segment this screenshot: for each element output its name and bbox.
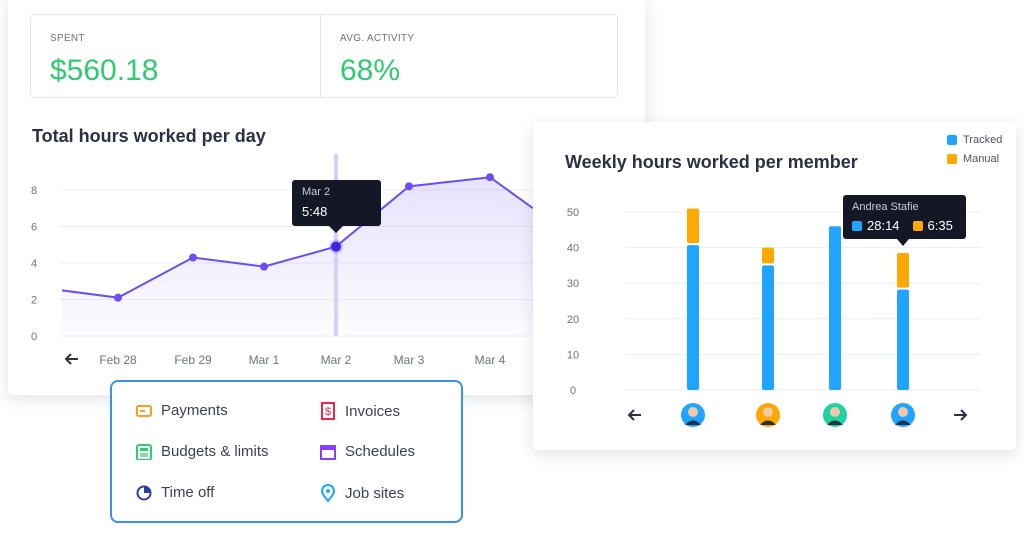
y-tick-label: 50 xyxy=(567,207,579,219)
line-chart: 0 2 4 6 8 Feb 28 Feb 29 Mar 1 Mar 2 Mar 3 Mar 4 xyxy=(31,154,534,367)
x-tick-label: Feb 29 xyxy=(174,353,212,367)
bar-tooltip: Andrea Stafie 28:14 6:35 xyxy=(843,195,966,239)
avatar-body xyxy=(827,420,843,425)
tooltip-name: Andrea Stafie xyxy=(852,201,919,213)
data-point xyxy=(405,182,413,191)
location-pin-icon xyxy=(320,484,336,502)
credit-card-icon xyxy=(136,404,152,417)
y-tick-label: 4 xyxy=(31,258,37,270)
tooltip-tracked: 28:14 xyxy=(867,218,900,233)
y-tick-label: 10 xyxy=(567,349,579,361)
arrow-right-icon[interactable] xyxy=(954,409,968,421)
arrow-left-icon[interactable] xyxy=(64,353,78,365)
calculator-icon xyxy=(136,443,152,460)
tooltip-pointer xyxy=(329,226,343,233)
data-point xyxy=(189,253,197,262)
data-point xyxy=(260,262,268,271)
y-tick-label: 8 xyxy=(31,185,37,197)
menu-label: Schedules xyxy=(345,443,416,460)
tooltip-value: 5:48 xyxy=(302,204,328,219)
legend-manual: Manual xyxy=(947,153,999,165)
x-tick-label: Feb 28 xyxy=(99,353,137,367)
legend-label: Tracked xyxy=(963,134,1003,146)
line-tooltip: Mar 2 5:48 xyxy=(292,180,381,226)
activity-label: AVG. ACTIVITY xyxy=(340,33,415,44)
avatar-body xyxy=(760,420,776,425)
menu-item-job-sites[interactable]: Job sites xyxy=(320,484,404,502)
chart-title: Weekly hours worked per member xyxy=(565,152,858,172)
tracked-swatch xyxy=(852,220,862,231)
avatar xyxy=(681,403,705,427)
menu-label: Invoices xyxy=(345,402,401,420)
bar-manual xyxy=(897,252,909,288)
bar-tracked xyxy=(762,265,774,390)
y-tick-label: 2 xyxy=(31,295,37,307)
y-tick-label: 0 xyxy=(31,331,37,343)
features-menu: Payments $ Invoices Budgets & limits Sche… xyxy=(110,380,463,523)
y-tick-label: 6 xyxy=(31,222,37,234)
avatar xyxy=(756,403,780,427)
tooltip-date: Mar 2 xyxy=(302,186,331,198)
bar-tracked xyxy=(897,289,909,390)
menu-label: Budgets & limits xyxy=(161,443,269,460)
y-tick-label: 20 xyxy=(567,314,579,326)
tracked-swatch xyxy=(947,135,957,145)
spent-stat: SPENT $560.18 xyxy=(31,15,321,97)
chart-title: Total hours worked per day xyxy=(32,126,266,146)
menu-item-time-off[interactable]: Time off xyxy=(136,484,214,501)
avatar-face xyxy=(688,407,698,417)
legend-tracked: Tracked xyxy=(947,134,1002,146)
tooltip-manual: 6:35 xyxy=(927,218,953,233)
svg-text:$: $ xyxy=(325,406,331,418)
avatar xyxy=(823,403,847,427)
bar-tracked xyxy=(829,226,841,390)
menu-item-budgets[interactable]: Budgets & limits xyxy=(136,443,269,460)
bar-manual xyxy=(762,247,774,264)
y-tick-label: 0 xyxy=(570,385,576,397)
menu-label: Job sites xyxy=(345,484,405,502)
avatar-face xyxy=(830,407,840,417)
spent-value: $560.18 xyxy=(50,54,159,87)
menu-item-schedules[interactable]: Schedules xyxy=(320,443,415,460)
area-fill xyxy=(62,177,533,336)
menu-item-payments[interactable]: Payments xyxy=(136,402,228,419)
avatar-body xyxy=(895,420,911,425)
stats-panel: SPENT $560.18 AVG. ACTIVITY 68% xyxy=(30,14,618,98)
avatar-face xyxy=(763,407,773,417)
y-tick-label: 40 xyxy=(567,243,579,255)
avatar-body xyxy=(685,420,701,425)
data-point xyxy=(331,241,341,252)
manual-swatch xyxy=(947,154,957,164)
avatar xyxy=(891,403,915,427)
menu-item-invoices[interactable]: $ Invoices xyxy=(320,402,400,420)
weekly-hours-card: Weekly hours worked per member Tracked M… xyxy=(533,122,1016,450)
data-point xyxy=(486,173,494,182)
avatar-face xyxy=(898,407,908,417)
menu-label: Time off xyxy=(161,484,215,501)
x-tick-label: Mar 1 xyxy=(249,353,280,367)
x-tick-label: Mar 3 xyxy=(394,353,425,367)
bar-tracked xyxy=(687,245,699,390)
pie-clock-icon xyxy=(136,485,152,500)
legend-label: Manual xyxy=(963,153,1000,165)
arrow-left-icon[interactable] xyxy=(627,409,641,421)
tooltip-pointer xyxy=(897,239,909,246)
spent-label: SPENT xyxy=(50,33,85,44)
activity-stat: AVG. ACTIVITY 68% xyxy=(321,15,414,97)
bar-manual xyxy=(687,208,699,244)
bar-chart: 0 10 20 30 40 50 xyxy=(567,207,981,427)
y-tick-label: 30 xyxy=(567,278,579,290)
manual-swatch xyxy=(912,220,923,231)
calendar-icon xyxy=(320,444,336,460)
series-line xyxy=(61,176,534,299)
menu-label: Payments xyxy=(161,402,228,419)
invoice-icon: $ xyxy=(321,402,335,420)
activity-value: 68% xyxy=(340,54,401,87)
data-point xyxy=(114,293,122,302)
x-tick-label: Mar 2 xyxy=(321,353,352,367)
x-tick-label: Mar 4 xyxy=(475,353,506,367)
